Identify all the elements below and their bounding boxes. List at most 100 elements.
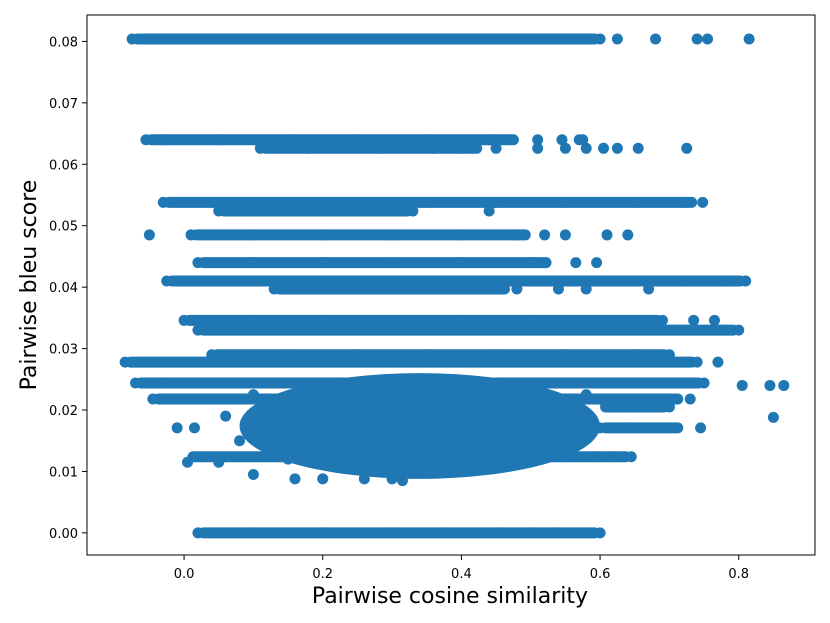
data-point <box>719 275 731 287</box>
point-band <box>197 324 739 336</box>
data-point <box>594 527 606 539</box>
data-point <box>525 324 537 336</box>
data-point <box>632 142 644 154</box>
data-point <box>351 356 363 368</box>
data-point <box>625 451 637 463</box>
data-point <box>386 229 398 241</box>
data-point <box>507 134 519 146</box>
data-point <box>736 379 748 391</box>
data-point <box>511 283 523 295</box>
point-band <box>600 401 670 413</box>
data-point <box>157 196 169 208</box>
y-tick-label: 0.06 <box>49 158 78 173</box>
x-tick-label: 0.0 <box>174 567 195 582</box>
data-point <box>490 356 502 368</box>
data-point <box>192 527 204 539</box>
data-point <box>594 422 606 434</box>
data-point <box>185 229 197 241</box>
data-point <box>702 33 714 45</box>
x-tick-label: 0.8 <box>728 567 749 582</box>
point-band <box>125 356 698 368</box>
data-point <box>247 389 259 401</box>
data-point <box>136 33 148 45</box>
data-point <box>421 134 433 146</box>
data-point <box>708 314 720 326</box>
data-point <box>580 33 592 45</box>
y-axis-label: Pairwise bleu score <box>17 180 42 391</box>
data-point <box>455 33 467 45</box>
data-point <box>317 314 329 326</box>
data-point <box>566 422 578 434</box>
point-band <box>184 314 663 326</box>
data-point <box>442 527 454 539</box>
data-point <box>643 283 655 295</box>
data-point <box>247 257 259 269</box>
data-point <box>428 142 440 154</box>
data-point <box>559 229 571 241</box>
data-point <box>282 356 294 368</box>
data-point <box>428 453 440 465</box>
data-point <box>455 324 467 336</box>
data-point <box>559 451 571 463</box>
data-point <box>629 196 641 208</box>
data-point <box>622 422 634 434</box>
data-point <box>268 283 280 295</box>
data-point <box>663 377 675 389</box>
data-point <box>629 356 641 368</box>
data-point <box>126 33 138 45</box>
data-point <box>386 527 398 539</box>
x-axis-label: Pairwise cosine similarity <box>312 584 588 609</box>
data-point <box>161 275 173 287</box>
data-point <box>303 410 315 422</box>
data-point <box>317 257 329 269</box>
data-point <box>206 349 218 361</box>
data-point <box>615 401 627 413</box>
data-point <box>386 324 398 336</box>
data-point <box>192 377 204 389</box>
y-tick-label: 0.01 <box>49 465 78 480</box>
data-point <box>469 410 481 422</box>
data-point <box>386 314 398 326</box>
data-point <box>525 435 537 447</box>
data-point <box>532 134 544 146</box>
data-point <box>213 456 225 468</box>
x-tick-label: 0.4 <box>451 567 472 582</box>
data-point <box>386 283 398 295</box>
data-point <box>636 401 648 413</box>
data-point <box>247 469 259 481</box>
data-point <box>147 393 159 405</box>
data-point <box>351 275 363 287</box>
data-point <box>552 283 564 295</box>
data-points <box>119 33 790 539</box>
data-point <box>247 205 259 217</box>
data-point <box>289 389 301 401</box>
data-point <box>580 283 592 295</box>
data-point <box>414 389 426 401</box>
data-point <box>140 134 152 146</box>
data-point <box>532 142 544 154</box>
point-band <box>260 142 483 154</box>
data-point <box>611 33 623 45</box>
data-point <box>594 324 606 336</box>
data-point <box>601 229 613 241</box>
data-point <box>594 314 606 326</box>
data-point <box>247 527 259 539</box>
data-point <box>643 393 655 405</box>
axes-frame <box>86 14 816 556</box>
data-point <box>559 142 571 154</box>
point-band <box>218 205 413 217</box>
data-point <box>525 453 537 465</box>
data-point <box>688 314 700 326</box>
data-point <box>577 134 589 146</box>
data-point <box>511 229 523 241</box>
data-point <box>119 356 131 368</box>
data-point <box>580 142 592 154</box>
data-point <box>695 422 707 434</box>
data-point <box>331 453 343 465</box>
data-point <box>421 275 433 287</box>
data-point <box>483 205 495 217</box>
data-point <box>130 377 142 389</box>
y-tick-label: 0.02 <box>49 404 78 419</box>
data-point <box>220 410 232 422</box>
